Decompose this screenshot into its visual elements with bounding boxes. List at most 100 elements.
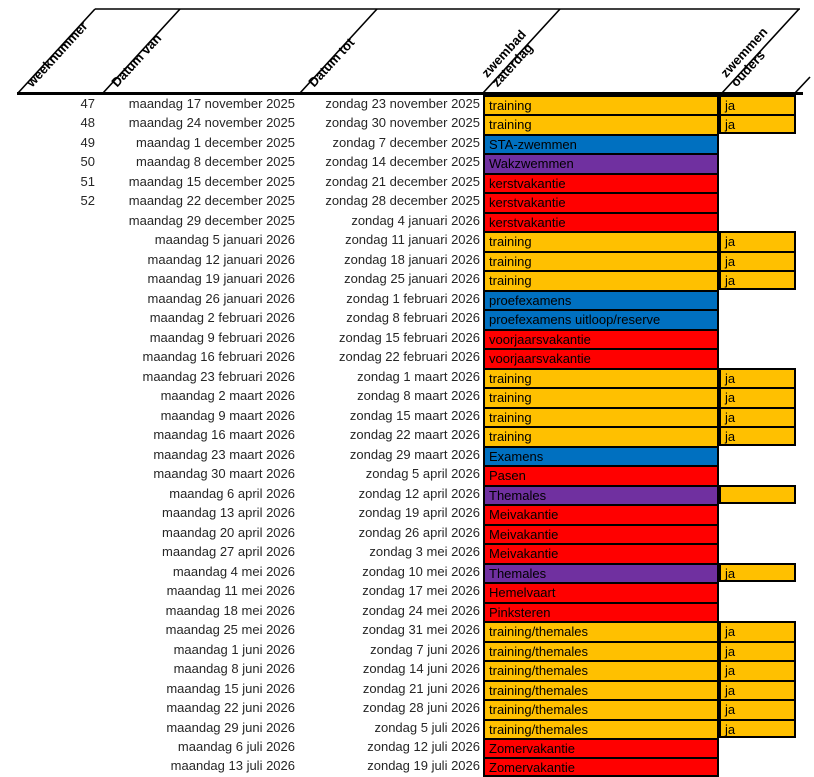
date-from-cell: maandag 1 juni 2026 <box>173 641 295 657</box>
date-to-cell: zondag 25 januari 2026 <box>344 271 480 287</box>
parents-swim-cell: ja <box>719 426 796 446</box>
table-row: maandag 23 februari 2026 zondag 1 maart 2… <box>0 367 814 388</box>
week-cell <box>0 680 103 699</box>
date-from-cell: maandag 15 december 2025 <box>128 173 295 189</box>
table-row: maandag 15 juni 2026 zondag 21 juni 2026 t… <box>0 679 814 700</box>
date-from-cell: maandag 29 juni 2026 <box>166 719 295 735</box>
week-cell <box>0 465 103 484</box>
date-from-cell: maandag 24 november 2025 <box>128 115 295 131</box>
date-from-cell: maandag 15 juni 2026 <box>166 680 295 696</box>
table-row: maandag 19 januari 2026 zondag 25 januari… <box>0 270 814 290</box>
date-from-cell: maandag 16 maart 2026 <box>153 427 295 443</box>
parents-swim-cell: ja <box>719 367 796 388</box>
date-to-cell: zondag 22 februari 2026 <box>339 349 480 365</box>
date-to-cell: zondag 24 mei 2026 <box>362 602 480 618</box>
activity-cell: Pasen <box>483 465 719 485</box>
activity-cell: Themales <box>483 562 719 583</box>
table-row: maandag 9 maart 2026 zondag 15 maart 2026… <box>0 406 814 427</box>
date-to-cell: zondag 15 februari 2026 <box>339 329 480 345</box>
activity-cell: training <box>483 387 719 407</box>
date-from-cell: maandag 26 januari 2026 <box>147 290 295 306</box>
date-from-cell: maandag 17 november 2025 <box>128 96 295 111</box>
table-row: 51 maandag 15 december 2025 zondag 21 dece… <box>0 172 814 193</box>
date-to-cell: zondag 5 juli 2026 <box>374 719 480 735</box>
parents-swim-cell: ja <box>719 387 796 407</box>
table-row: maandag 16 februari 2026 zondag 22 februa… <box>0 348 814 368</box>
date-to-cell: zondag 19 juli 2026 <box>367 758 480 774</box>
week-cell: 47 <box>80 96 95 111</box>
activity-cell: Meivakantie <box>483 543 719 563</box>
activity-cell: training <box>483 250 719 271</box>
date-to-cell: zondag 28 december 2025 <box>325 193 480 209</box>
date-from-cell: maandag 16 februari 2026 <box>142 349 295 365</box>
date-from-cell: maandag 8 juni 2026 <box>173 661 295 677</box>
activity-cell: Meivakantie <box>483 523 719 544</box>
week-cell <box>0 348 103 367</box>
parents-swim-cell <box>719 484 796 505</box>
date-from-cell: maandag 19 januari 2026 <box>147 271 295 287</box>
date-to-cell: zondag 28 juni 2026 <box>362 700 480 716</box>
date-from-cell: maandag 12 januari 2026 <box>147 251 295 267</box>
activity-cell: Pinksteren <box>483 601 719 622</box>
date-to-cell: zondag 11 januari 2026 <box>345 232 480 248</box>
date-from-cell: maandag 5 januari 2026 <box>154 232 295 248</box>
activity-cell: Wakzwemmen <box>483 153 719 173</box>
activity-cell: training/themales <box>483 679 719 700</box>
date-from-cell: maandag 23 maart 2026 <box>153 446 295 462</box>
date-to-cell: zondag 8 maart 2026 <box>357 388 480 404</box>
week-cell <box>0 602 103 621</box>
date-from-cell: maandag 9 maart 2026 <box>160 407 295 423</box>
week-cell <box>0 251 103 270</box>
date-from-cell: maandag 9 februari 2026 <box>149 329 295 345</box>
parents-swim-cell: ja <box>719 406 796 427</box>
date-from-cell: maandag 25 mei 2026 <box>165 622 295 638</box>
parents-swim-cell: ja <box>719 718 796 738</box>
parents-swim-cell: ja <box>719 562 796 583</box>
week-cell <box>0 212 103 231</box>
date-to-cell: zondag 8 februari 2026 <box>346 310 480 326</box>
date-from-cell: maandag 13 juli 2026 <box>170 758 295 774</box>
week-cell <box>0 641 103 660</box>
week-cell: 49 <box>80 134 95 150</box>
table-row: maandag 11 mei 2026 zondag 17 mei 2026 Hem… <box>0 582 814 602</box>
parents-swim-cell: ja <box>719 699 796 719</box>
week-cell <box>0 485 103 504</box>
week-cell <box>0 309 103 328</box>
date-to-cell: zondag 26 april 2026 <box>358 524 480 540</box>
date-from-cell: maandag 13 april 2026 <box>162 505 295 521</box>
table-row: maandag 16 maart 2026 zondag 22 maart 202… <box>0 426 814 446</box>
date-to-cell: zondag 23 november 2025 <box>325 96 480 111</box>
week-cell <box>0 407 103 426</box>
date-to-cell: zondag 14 juni 2026 <box>362 661 480 677</box>
table-header: weeknummer Datum van Datum tot zwembad z… <box>0 0 814 95</box>
week-cell <box>0 563 103 582</box>
parents-swim-cell: ja <box>719 95 796 115</box>
date-from-cell: maandag 6 juli 2026 <box>177 738 295 754</box>
date-to-cell: zondag 21 december 2025 <box>325 173 480 189</box>
table-row: maandag 6 april 2026 zondag 12 april 2026… <box>0 484 814 505</box>
date-from-cell: maandag 23 februari 2026 <box>142 368 295 384</box>
table-row: maandag 22 juni 2026 zondag 28 juni 2026 t… <box>0 699 814 719</box>
table-row: maandag 12 januari 2026 zondag 18 januari… <box>0 250 814 271</box>
date-to-cell: zondag 19 april 2026 <box>358 505 480 521</box>
week-cell: 50 <box>80 154 95 170</box>
activity-cell: proefexamens uitloop/reserve <box>483 309 719 329</box>
table-row: maandag 29 juni 2026 zondag 5 juli 2026 tr… <box>0 718 814 738</box>
week-cell <box>0 368 103 387</box>
date-to-cell: zondag 12 april 2026 <box>358 485 480 501</box>
activity-cell: training <box>483 270 719 290</box>
table-row: maandag 29 december 2025 zondag 4 januari… <box>0 211 814 232</box>
parents-swim-cell: ja <box>719 114 796 134</box>
week-cell <box>0 524 103 543</box>
activity-cell: training/themales <box>483 718 719 738</box>
date-from-cell: maandag 1 december 2025 <box>135 134 295 150</box>
activity-cell: voorjaarsvakantie <box>483 328 719 349</box>
parents-swim-cell: ja <box>719 621 796 641</box>
table-row: maandag 2 februari 2026 zondag 8 februari… <box>0 309 814 329</box>
activity-cell: Hemelvaart <box>483 582 719 602</box>
activity-cell: voorjaarsvakantie <box>483 348 719 368</box>
week-cell <box>0 719 103 738</box>
activity-cell: proefexamens <box>483 289 719 310</box>
activity-cell: training <box>483 406 719 427</box>
date-from-cell: maandag 22 december 2025 <box>128 193 295 209</box>
